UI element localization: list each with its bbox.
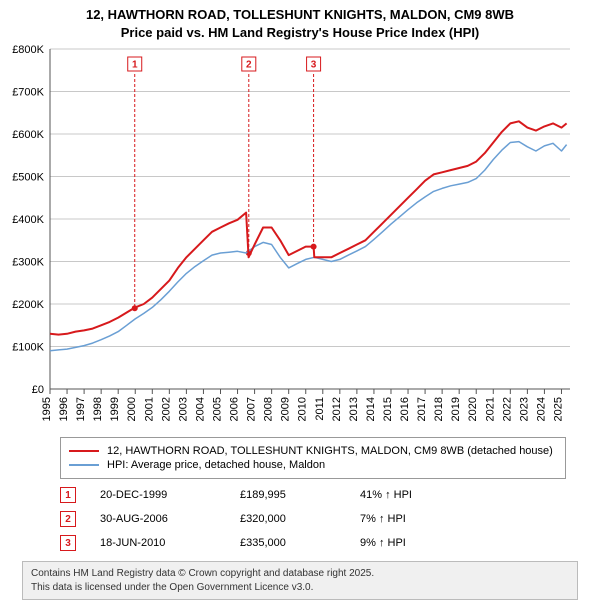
svg-text:2018: 2018 <box>433 397 445 421</box>
svg-text:2009: 2009 <box>280 397 292 421</box>
svg-text:2012: 2012 <box>331 397 343 421</box>
chart-title: 12, HAWTHORN ROAD, TOLLESHUNT KNIGHTS, M… <box>0 0 600 41</box>
svg-text:1: 1 <box>132 60 138 71</box>
legend-swatch-hpi <box>69 464 99 466</box>
svg-text:2024: 2024 <box>535 397 547 421</box>
title-line-2: Price paid vs. HM Land Registry's House … <box>0 24 600 42</box>
svg-text:2014: 2014 <box>365 397 377 421</box>
svg-text:1998: 1998 <box>92 397 104 421</box>
svg-text:£100K: £100K <box>12 342 44 354</box>
svg-text:£300K: £300K <box>12 257 44 269</box>
legend-item-hpi: HPI: Average price, detached house, Mald… <box>69 459 557 471</box>
svg-text:2003: 2003 <box>177 397 189 421</box>
line-chart-svg: £0 £100K £200K £300K £400K £500K £600K £700K £80… <box>0 41 600 431</box>
svg-text:£0: £0 <box>32 384 44 396</box>
svg-text:2016: 2016 <box>399 397 411 421</box>
svg-text:£400K: £400K <box>12 214 44 226</box>
svg-text:2002: 2002 <box>160 397 172 421</box>
svg-text:2025: 2025 <box>552 397 564 421</box>
legend: 12, HAWTHORN ROAD, TOLLESHUNT KNIGHTS, M… <box>60 437 566 479</box>
sale-marker-icon: 1 <box>60 487 76 503</box>
sale-price: £320,000 <box>240 513 360 525</box>
legend-label-property: 12, HAWTHORN ROAD, TOLLESHUNT KNIGHTS, M… <box>107 445 553 457</box>
sale-price: £189,995 <box>240 489 360 501</box>
sale-date: 20-DEC-1999 <box>100 489 240 501</box>
sale-hpi: 7% ↑ HPI <box>360 513 566 525</box>
sale-marker-icon: 2 <box>60 511 76 527</box>
svg-text:£800K: £800K <box>12 44 44 56</box>
svg-text:2010: 2010 <box>297 397 309 421</box>
sale-marker-icon: 3 <box>60 535 76 551</box>
attribution-footer: Contains HM Land Registry data © Crown c… <box>22 561 578 600</box>
svg-text:1995: 1995 <box>41 397 53 421</box>
svg-text:1999: 1999 <box>109 397 121 421</box>
svg-text:2004: 2004 <box>194 397 206 421</box>
svg-text:£200K: £200K <box>12 299 44 311</box>
svg-text:2000: 2000 <box>126 397 138 421</box>
sale-price: £335,000 <box>240 537 360 549</box>
sale-date: 30-AUG-2006 <box>100 513 240 525</box>
table-row: 3 18-JUN-2010 £335,000 9% ↑ HPI <box>60 531 566 555</box>
svg-text:2007: 2007 <box>246 397 258 421</box>
svg-text:1996: 1996 <box>58 397 70 421</box>
page-root: 12, HAWTHORN ROAD, TOLLESHUNT KNIGHTS, M… <box>0 0 600 590</box>
svg-text:2019: 2019 <box>450 397 462 421</box>
svg-text:2: 2 <box>246 60 252 71</box>
svg-text:2022: 2022 <box>501 397 513 421</box>
svg-text:2023: 2023 <box>518 397 530 421</box>
svg-text:2021: 2021 <box>484 397 496 421</box>
svg-text:2006: 2006 <box>229 397 241 421</box>
legend-swatch-property <box>69 450 99 452</box>
table-row: 2 30-AUG-2006 £320,000 7% ↑ HPI <box>60 507 566 531</box>
svg-text:2013: 2013 <box>348 397 360 421</box>
sale-hpi: 41% ↑ HPI <box>360 489 566 501</box>
svg-text:2001: 2001 <box>143 397 155 421</box>
svg-text:2017: 2017 <box>416 397 428 421</box>
svg-text:2020: 2020 <box>467 397 479 421</box>
title-line-1: 12, HAWTHORN ROAD, TOLLESHUNT KNIGHTS, M… <box>0 6 600 24</box>
svg-text:1997: 1997 <box>75 397 87 421</box>
svg-text:2015: 2015 <box>382 397 394 421</box>
sales-table: 1 20-DEC-1999 £189,995 41% ↑ HPI 2 30-AU… <box>60 483 566 555</box>
footer-line-1: Contains HM Land Registry data © Crown c… <box>31 567 569 581</box>
table-row: 1 20-DEC-1999 £189,995 41% ↑ HPI <box>60 483 566 507</box>
svg-text:£700K: £700K <box>12 87 44 99</box>
svg-text:£600K: £600K <box>12 129 44 141</box>
sale-hpi: 9% ↑ HPI <box>360 537 566 549</box>
legend-label-hpi: HPI: Average price, detached house, Mald… <box>107 459 325 471</box>
legend-item-property: 12, HAWTHORN ROAD, TOLLESHUNT KNIGHTS, M… <box>69 445 557 457</box>
svg-text:£500K: £500K <box>12 172 44 184</box>
sale-date: 18-JUN-2010 <box>100 537 240 549</box>
chart-area: £0 £100K £200K £300K £400K £500K £600K £700K £80… <box>0 41 600 431</box>
footer-line-2: This data is licensed under the Open Gov… <box>31 581 569 595</box>
svg-text:2005: 2005 <box>211 397 223 421</box>
svg-text:3: 3 <box>311 60 317 71</box>
svg-text:2011: 2011 <box>314 397 326 421</box>
svg-text:2008: 2008 <box>263 397 275 421</box>
